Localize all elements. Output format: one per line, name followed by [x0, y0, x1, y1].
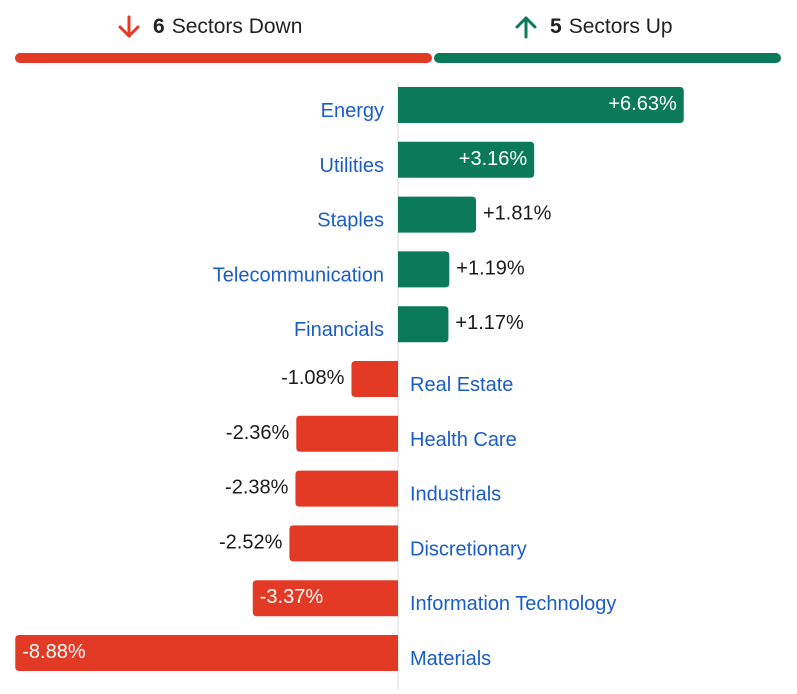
category-label-industrials: Industrials [410, 484, 501, 506]
category-label-staples: Staples [317, 210, 384, 232]
value-label-utilities: +3.16% [459, 148, 528, 170]
bar-information-technology [252, 580, 398, 617]
value-label-information-technology: -3.37% [260, 586, 324, 608]
sectors-down-count: 6 [153, 15, 165, 38]
arrow-down-icon [118, 15, 140, 38]
sector-summary-header: 6 Sectors Down 5 Sectors Up [0, 0, 797, 66]
sectors-down-ratio-bar [15, 53, 432, 63]
sectors-up-ratio-bar [434, 53, 781, 63]
value-label-materials: -8.88% [22, 641, 86, 663]
bar-utilities [398, 141, 535, 178]
sectors-up-count: 5 [550, 15, 562, 38]
value-label-industrials: -2.38% [225, 477, 289, 499]
bar-staples [398, 196, 477, 233]
category-label-financials: Financials [294, 319, 384, 341]
bar-health-care [296, 415, 398, 452]
category-label-utilities: Utilities [320, 155, 384, 177]
category-label-real-estate: Real Estate [410, 374, 513, 396]
bar-industrials [295, 470, 398, 507]
value-label-real-estate: -1.08% [281, 367, 345, 389]
bar-discretionary [289, 525, 398, 562]
category-label-information-technology: Information Technology [410, 593, 616, 615]
sectors-up-label: Sectors Up [568, 15, 673, 38]
bar-energy [398, 87, 684, 123]
value-label-health-care: -2.36% [226, 422, 290, 444]
bar-telecommunication [398, 251, 450, 288]
category-label-telecommunication: Telecommunication [213, 264, 384, 286]
value-label-staples: +1.81% [483, 203, 552, 225]
arrow-up-icon [515, 16, 537, 39]
category-label-discretionary: Discretionary [410, 538, 527, 560]
value-label-telecommunication: +1.19% [456, 257, 525, 279]
bar-materials [15, 635, 398, 671]
sectors-down-label: Sectors Down [171, 15, 303, 38]
value-label-energy: +6.63% [608, 93, 677, 115]
bar-financials [398, 306, 449, 343]
category-label-energy: Energy [321, 100, 384, 122]
category-label-materials: Materials [410, 648, 491, 670]
sectors-down-summary: 6 Sectors Down [117, 12, 302, 42]
value-label-financials: +1.17% [455, 312, 524, 334]
category-label-health-care: Health Care [410, 429, 517, 451]
sectors-up-summary: 5 Sectors Up [514, 12, 673, 42]
bar-real-estate [351, 361, 398, 397]
value-label-discretionary: -2.52% [219, 531, 283, 553]
